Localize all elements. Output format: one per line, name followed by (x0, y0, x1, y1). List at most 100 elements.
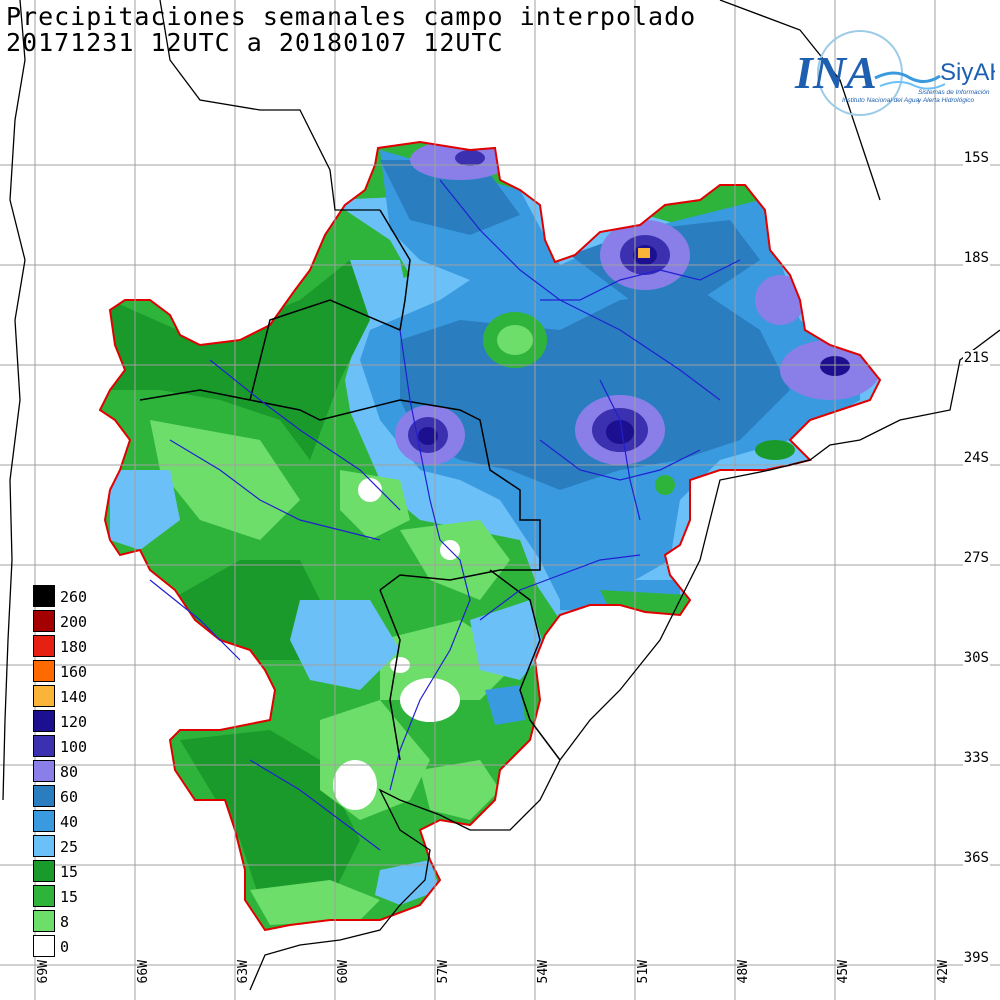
field-orange-ne1 (638, 248, 650, 258)
legend-label: 15 (60, 888, 79, 906)
field-white-1 (400, 678, 460, 722)
legend-item: 25 (30, 835, 100, 860)
lat-label: 18S (962, 250, 990, 266)
legend-swatch (33, 610, 55, 632)
field-blue-cuyo (290, 600, 400, 690)
legend-label: 0 (60, 938, 70, 956)
field-purple-ne2 (755, 275, 805, 325)
legend-swatch (33, 660, 55, 682)
field-white-3 (358, 478, 382, 502)
field-palegreen-uruS (420, 760, 500, 820)
lon-label: 63W (236, 960, 251, 984)
legend-item: 180 (30, 635, 100, 660)
field-palegreen-south (250, 880, 380, 925)
field-blue-sw (110, 470, 180, 550)
lon-label: 54W (536, 960, 551, 984)
field-palegreen-c2 (340, 470, 410, 540)
lat-label: 21S (962, 350, 990, 366)
legend-label: 40 (60, 813, 79, 831)
legend-item: 200 (30, 610, 100, 635)
lat-label: 30S (962, 650, 990, 666)
map-date-range: 20171231 12UTC a 20180107 12UTC (6, 28, 504, 57)
field-palegreen-c (497, 325, 533, 355)
legend-item: 80 (30, 760, 100, 785)
legend-swatch (33, 835, 55, 857)
field-indigo-w (418, 427, 438, 445)
lat-label: 27S (962, 550, 990, 566)
lat-label: 39S (962, 950, 990, 966)
field-blue-uru (470, 600, 545, 680)
legend-swatch (33, 710, 55, 732)
legend-swatch (33, 735, 55, 757)
legend-item: 120 (30, 710, 100, 735)
legend-label: 200 (60, 613, 88, 631)
field-indigo-mid (606, 420, 634, 444)
legend-label: 60 (60, 788, 79, 806)
lat-label: 36S (962, 850, 990, 866)
logo-org-name: Instituto Nacional del Agua (842, 97, 919, 104)
lat-label: 24S (962, 450, 990, 466)
precip-legend: 260 200 180 160 140 120 100 80 60 40 25 15 15 8 0 (30, 585, 100, 960)
logo-desc-1: Sistemas de Información (918, 89, 990, 96)
political-borders (139, 209, 561, 761)
legend-item: 0 (30, 935, 100, 960)
legend-swatch (33, 810, 55, 832)
ina-siyah-logo: INA SiyAH Instituto Nacional del Agua Si… (790, 28, 1000, 128)
legend-label: 140 (60, 688, 88, 706)
legend-item: 100 (30, 735, 100, 760)
field-dark-blue-n (380, 160, 520, 235)
legend-item: 60 (30, 785, 100, 810)
legend-item: 140 (30, 685, 100, 710)
legend-item: 15 (30, 885, 100, 910)
lat-label: 15S (962, 150, 990, 166)
basin-outline (98, 140, 882, 932)
lon-label: 48W (736, 960, 751, 984)
legend-label: 260 (60, 588, 88, 606)
field-white-2 (333, 760, 377, 810)
legend-label: 80 (60, 763, 79, 781)
legend-label: 25 (60, 838, 79, 856)
lon-label: 69W (36, 960, 51, 984)
lon-label: 66W (136, 960, 151, 984)
legend-swatch (33, 760, 55, 782)
lon-label: 57W (436, 960, 451, 984)
field-blue-uruE (485, 685, 525, 725)
field-darkgreen-pampa (180, 730, 360, 900)
field-green-spot-e2 (655, 475, 675, 495)
legend-label: 160 (60, 663, 88, 681)
legend-swatch (33, 635, 55, 657)
legend-item: 8 (30, 910, 100, 935)
field-blue-chaco (350, 260, 410, 320)
legend-swatch (33, 860, 55, 882)
legend-swatch (33, 935, 55, 957)
field-green-spot-e (755, 440, 795, 460)
logo-brand: INA (794, 47, 877, 98)
lon-label: 42W (936, 960, 951, 984)
field-palegreen-ne-arg (400, 520, 510, 600)
legend-swatch (33, 685, 55, 707)
field-darkgreen-west (110, 260, 380, 460)
logo-desc-2: y Alerta Hidrológico (917, 97, 975, 104)
map-title: Precipitaciones semanales campo interpol… (6, 2, 697, 31)
lon-label: 60W (336, 960, 351, 984)
lat-label: 33S (962, 750, 990, 766)
precip-field (100, 142, 880, 930)
lon-label: 45W (836, 960, 851, 984)
legend-swatch (33, 885, 55, 907)
field-indigo-n (455, 150, 485, 166)
legend-label: 8 (60, 913, 70, 931)
lon-label: 51W (636, 960, 651, 984)
legend-item: 40 (30, 810, 100, 835)
rivers (149, 179, 741, 851)
legend-item: 160 (30, 660, 100, 685)
legend-label: 15 (60, 863, 79, 881)
field-blue-south (375, 860, 440, 905)
legend-item: 260 (30, 585, 100, 610)
legend-swatch (33, 585, 55, 607)
logo-system: SiyAH (940, 59, 995, 86)
legend-label: 100 (60, 738, 88, 756)
logo-graphic: INA SiyAH Instituto Nacional del Agua Si… (794, 30, 1000, 116)
